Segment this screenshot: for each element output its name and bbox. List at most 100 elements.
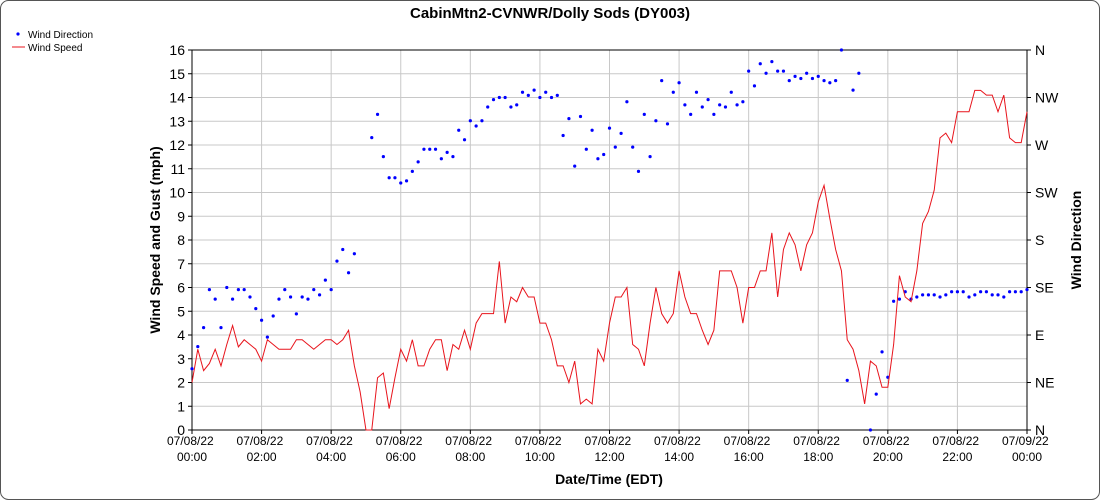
direction-dot bbox=[845, 378, 849, 382]
y2-tick-label: S bbox=[1035, 232, 1044, 248]
direction-dot bbox=[288, 295, 293, 299]
x-axis-label: Date/Time (EDT) bbox=[555, 471, 663, 487]
direction-dot bbox=[602, 152, 606, 157]
direction-dot bbox=[625, 100, 629, 104]
direction-dot bbox=[718, 103, 722, 107]
legend-marker bbox=[16, 32, 20, 36]
direction-dot bbox=[375, 112, 380, 116]
y2-tick-label: E bbox=[1035, 327, 1044, 343]
direction-dot bbox=[880, 350, 884, 354]
direction-dot bbox=[207, 288, 211, 292]
chart-title: CabinMtn2-CVNWR/Dolly Sods (DY003) bbox=[410, 5, 690, 22]
direction-dot bbox=[387, 176, 391, 180]
direction-dot bbox=[683, 103, 687, 107]
direction-dot bbox=[457, 128, 461, 132]
y2-tick-label: NE bbox=[1035, 375, 1054, 391]
direction-dot bbox=[190, 367, 194, 371]
y-tick-label: 7 bbox=[177, 256, 185, 272]
x-tick-label: 07/09/22 00:00 bbox=[1002, 434, 1052, 464]
direction-dot bbox=[399, 181, 403, 185]
direction-dot bbox=[979, 290, 983, 294]
direction-dot bbox=[225, 285, 229, 290]
x-tick-label: 07/08/22 14:00 bbox=[654, 434, 704, 464]
direction-dot bbox=[752, 84, 757, 88]
direction-dot bbox=[451, 155, 455, 159]
y-tick-label: 14 bbox=[169, 90, 185, 106]
y-tick-label: 12 bbox=[169, 137, 185, 153]
direction-dot bbox=[567, 117, 571, 121]
direction-dot bbox=[555, 93, 559, 97]
y2-tick-label: SE bbox=[1035, 280, 1054, 296]
direction-dot bbox=[433, 147, 438, 151]
y-tick-label: 8 bbox=[177, 232, 185, 248]
legend-label: Wind Speed bbox=[28, 43, 82, 54]
direction-dot bbox=[428, 147, 432, 151]
direction-dot bbox=[642, 112, 646, 116]
direction-dot bbox=[990, 293, 994, 297]
direction-dot bbox=[816, 74, 820, 78]
x-tick-label: 07/08/22 08:00 bbox=[445, 434, 495, 464]
direction-dot bbox=[439, 157, 443, 161]
direction-dot bbox=[619, 131, 623, 135]
direction-dot bbox=[317, 293, 322, 297]
direction-dot bbox=[868, 428, 873, 432]
direction-dot bbox=[474, 124, 478, 128]
y-tick-label: 13 bbox=[169, 113, 185, 129]
y-axis-label: Wind Speed and Gust (mph) bbox=[147, 146, 163, 333]
direction-dot bbox=[1008, 290, 1012, 294]
direction-dot bbox=[984, 290, 989, 294]
direction-dot bbox=[242, 288, 246, 292]
direction-dot bbox=[770, 60, 774, 64]
direction-dot bbox=[219, 326, 223, 330]
direction-dot bbox=[300, 295, 304, 299]
direction-dot bbox=[932, 293, 936, 297]
direction-dot bbox=[491, 98, 496, 102]
direction-dot bbox=[410, 169, 414, 173]
direction-dot bbox=[393, 176, 397, 180]
legend-label: Wind Direction bbox=[28, 30, 93, 41]
x-tick-label: 07/08/22 06:00 bbox=[376, 434, 426, 464]
direction-dot bbox=[1025, 288, 1029, 292]
direction-dot bbox=[839, 48, 844, 52]
y-tick-label: 11 bbox=[170, 161, 185, 177]
direction-dot bbox=[596, 157, 600, 161]
x-tick-label: 07/08/22 22:00 bbox=[932, 434, 982, 464]
direction-dot bbox=[352, 252, 356, 256]
direction-dot bbox=[758, 62, 762, 66]
direction-dot bbox=[955, 290, 960, 294]
x-tick-label: 07/08/22 18:00 bbox=[793, 434, 843, 464]
direction-dot bbox=[283, 288, 287, 292]
direction-dot bbox=[694, 90, 699, 94]
direction-dot bbox=[654, 119, 658, 123]
direction-dot bbox=[793, 74, 797, 78]
direction-dot bbox=[747, 69, 751, 73]
direction-dot bbox=[416, 160, 420, 164]
direction-dot bbox=[462, 138, 467, 142]
direction-dot bbox=[509, 105, 513, 109]
y-tick-label: 2 bbox=[177, 375, 185, 391]
direction-dot bbox=[799, 76, 803, 81]
direction-dot bbox=[532, 88, 536, 92]
direction-dot bbox=[636, 169, 641, 173]
y-tick-label: 5 bbox=[177, 303, 185, 319]
direction-dot bbox=[700, 105, 704, 109]
direction-dot bbox=[254, 307, 258, 311]
direction-dot bbox=[370, 136, 374, 140]
direction-dot bbox=[335, 259, 339, 263]
y-tick-label: 6 bbox=[177, 280, 185, 296]
direction-dot bbox=[712, 112, 716, 116]
direction-dot bbox=[590, 128, 594, 132]
x-tick-label: 07/08/22 12:00 bbox=[584, 434, 634, 464]
direction-dot bbox=[213, 297, 217, 301]
direction-dot bbox=[996, 293, 1000, 297]
direction-dot bbox=[271, 314, 275, 318]
direction-dot bbox=[265, 335, 269, 339]
direction-dot bbox=[584, 147, 588, 151]
y2-tick-label: NW bbox=[1035, 90, 1059, 106]
y-tick-label: 1 bbox=[177, 398, 185, 414]
direction-dot bbox=[706, 98, 710, 102]
x-tick-label: 07/08/22 10:00 bbox=[515, 434, 565, 464]
direction-dot bbox=[1013, 290, 1018, 294]
direction-dot bbox=[660, 79, 664, 83]
